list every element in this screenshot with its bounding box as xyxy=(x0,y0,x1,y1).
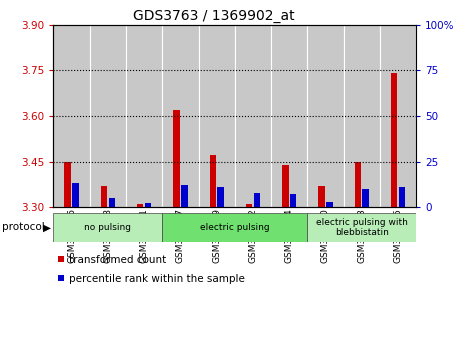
Bar xyxy=(53,213,162,242)
Text: no pulsing: no pulsing xyxy=(84,223,132,232)
Bar xyxy=(162,25,199,207)
Bar xyxy=(319,186,325,207)
Bar xyxy=(362,189,369,207)
Bar xyxy=(108,198,115,207)
Bar xyxy=(235,25,271,207)
Bar xyxy=(217,187,224,207)
Bar xyxy=(271,25,307,207)
Bar xyxy=(126,25,162,207)
Bar xyxy=(53,25,90,207)
Text: percentile rank within the sample: percentile rank within the sample xyxy=(69,274,245,284)
Bar xyxy=(380,25,416,207)
Bar xyxy=(282,165,289,207)
Bar xyxy=(199,25,235,207)
Bar xyxy=(307,213,416,242)
Bar xyxy=(90,25,126,207)
Bar xyxy=(326,202,332,207)
Bar xyxy=(173,110,180,207)
Bar xyxy=(162,213,307,242)
Text: transformed count: transformed count xyxy=(69,255,166,265)
Text: ▶: ▶ xyxy=(43,222,51,232)
Bar xyxy=(344,25,380,207)
Bar xyxy=(355,161,361,207)
Bar xyxy=(145,204,151,207)
Bar xyxy=(253,193,260,207)
Bar xyxy=(399,187,405,207)
Bar xyxy=(307,25,344,207)
Bar xyxy=(246,204,252,207)
Bar xyxy=(290,194,296,207)
Text: electric pulsing with
blebbistatin: electric pulsing with blebbistatin xyxy=(316,218,408,237)
Bar xyxy=(65,161,71,207)
Text: electric pulsing: electric pulsing xyxy=(200,223,270,232)
Bar xyxy=(137,204,144,207)
Bar xyxy=(181,185,187,207)
Text: GDS3763 / 1369902_at: GDS3763 / 1369902_at xyxy=(133,9,295,23)
Bar xyxy=(210,155,216,207)
Bar xyxy=(391,73,398,207)
Bar xyxy=(101,186,107,207)
Bar xyxy=(72,183,79,207)
Text: protocol: protocol xyxy=(2,222,45,232)
